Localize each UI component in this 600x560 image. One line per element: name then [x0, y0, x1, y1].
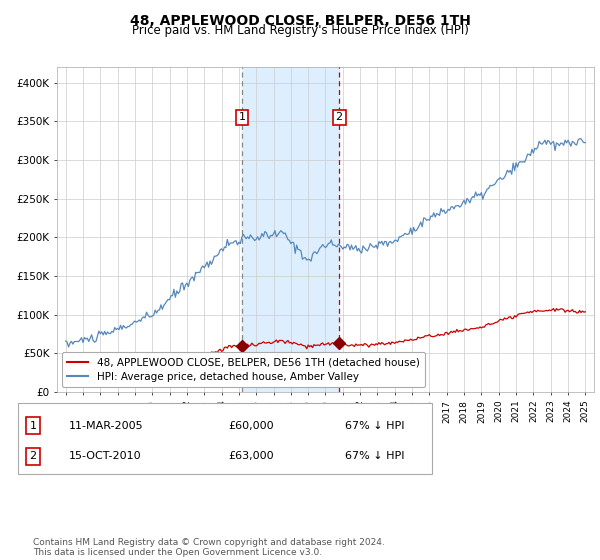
Text: 15-OCT-2010: 15-OCT-2010 — [69, 451, 142, 461]
Text: 67% ↓ HPI: 67% ↓ HPI — [345, 451, 404, 461]
Text: 67% ↓ HPI: 67% ↓ HPI — [345, 451, 404, 461]
Bar — [242, 67, 339, 392]
Text: £60,000: £60,000 — [228, 421, 274, 431]
Text: 2: 2 — [29, 451, 37, 461]
Text: 67% ↓ HPI: 67% ↓ HPI — [345, 421, 404, 431]
Text: 67% ↓ HPI: 67% ↓ HPI — [345, 421, 404, 431]
Text: 1: 1 — [29, 421, 37, 431]
Text: 2: 2 — [335, 113, 343, 123]
Text: 2: 2 — [29, 451, 37, 461]
Text: 15-OCT-2010: 15-OCT-2010 — [69, 451, 142, 461]
Text: £63,000: £63,000 — [228, 451, 274, 461]
Text: 1: 1 — [239, 113, 245, 123]
Text: 11-MAR-2005: 11-MAR-2005 — [69, 421, 143, 431]
Text: Price paid vs. HM Land Registry's House Price Index (HPI): Price paid vs. HM Land Registry's House … — [131, 24, 469, 37]
Text: Contains HM Land Registry data © Crown copyright and database right 2024.
This d: Contains HM Land Registry data © Crown c… — [33, 538, 385, 557]
Text: 1: 1 — [29, 421, 37, 431]
Text: £60,000: £60,000 — [228, 421, 274, 431]
Text: 11-MAR-2005: 11-MAR-2005 — [69, 421, 143, 431]
Text: 48, APPLEWOOD CLOSE, BELPER, DE56 1TH: 48, APPLEWOOD CLOSE, BELPER, DE56 1TH — [130, 14, 470, 28]
Legend: 48, APPLEWOOD CLOSE, BELPER, DE56 1TH (detached house), HPI: Average price, deta: 48, APPLEWOOD CLOSE, BELPER, DE56 1TH (d… — [62, 352, 425, 387]
Text: £63,000: £63,000 — [228, 451, 274, 461]
